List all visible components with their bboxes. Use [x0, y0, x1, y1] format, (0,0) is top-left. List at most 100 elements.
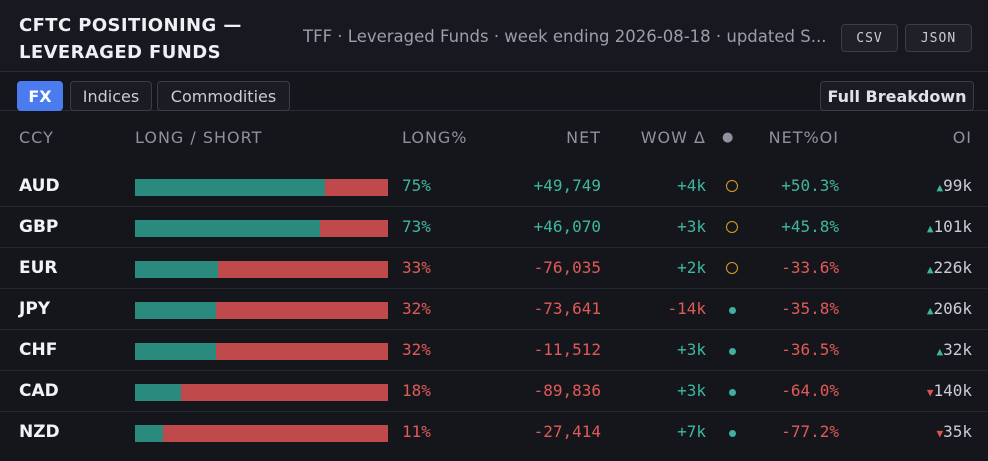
full-breakdown-button[interactable]: Full Breakdown [820, 81, 974, 111]
net-position: -73,641 [533, 299, 601, 318]
col-header-marker[interactable]: ● [722, 130, 735, 145]
col-header-wow[interactable]: WOW Δ [640, 128, 706, 147]
long-bar-fill [135, 384, 181, 401]
open-interest-value: 35k [943, 422, 972, 441]
week-over-week-change: -14k [667, 299, 706, 318]
col-header-long-short[interactable]: LONG / SHORT [135, 128, 263, 147]
page-title-line1: CFTC POSITIONING — [19, 15, 242, 36]
currency-code: CAD [19, 381, 59, 401]
net-percent-oi: -77.2% [781, 422, 839, 441]
net-position: -76,035 [533, 258, 601, 277]
col-header-net[interactable]: NET [566, 128, 601, 147]
json-export-button[interactable]: JSON [905, 24, 972, 52]
triangle-up-icon: ▲ [926, 263, 934, 276]
table-row[interactable]: AUD 75% +49,749 +4k +50.3% ▲99k [0, 166, 988, 207]
long-short-bar [135, 220, 388, 237]
long-short-bar [135, 343, 388, 360]
page-title: CFTC POSITIONING — LEVERAGED FUNDS [19, 12, 279, 66]
long-bar-fill [135, 179, 325, 196]
triangle-up-icon: ▲ [926, 304, 934, 317]
dot-marker-icon [729, 348, 736, 355]
ring-marker-icon [726, 262, 738, 274]
triangle-down-icon: ▼ [936, 427, 944, 440]
open-interest-value: 99k [943, 176, 972, 195]
ring-marker-icon [726, 221, 738, 233]
tab-fx[interactable]: FX [17, 81, 63, 111]
net-percent-oi: -33.6% [781, 258, 839, 277]
open-interest: ▼35k [860, 422, 972, 441]
week-over-week-change: +3k [677, 381, 706, 400]
long-short-bar [135, 179, 388, 196]
net-percent-oi: -35.8% [781, 299, 839, 318]
net-percent-oi: +50.3% [781, 176, 839, 195]
col-header-ccy[interactable]: CCY [19, 128, 54, 147]
open-interest: ▲99k [860, 176, 972, 195]
header-bar: CFTC POSITIONING — LEVERAGED FUNDS TFF ·… [0, 0, 988, 72]
week-over-week-change: +4k [677, 176, 706, 195]
currency-code: GBP [19, 217, 59, 237]
open-interest: ▲226k [860, 258, 972, 277]
triangle-down-icon: ▼ [926, 386, 934, 399]
table-row[interactable]: NZD 11% -27,414 +7k -77.2% ▼35k [0, 412, 988, 453]
open-interest-value: 206k [933, 299, 972, 318]
long-short-bar [135, 302, 388, 319]
open-interest-value: 226k [933, 258, 972, 277]
currency-code: JPY [19, 299, 51, 319]
ring-marker-icon [726, 180, 738, 192]
long-percent: 75% [402, 176, 431, 195]
long-percent: 33% [402, 258, 431, 277]
long-percent: 73% [402, 217, 431, 236]
currency-code: EUR [19, 258, 58, 278]
net-percent-oi: -64.0% [781, 381, 839, 400]
open-interest-value: 101k [933, 217, 972, 236]
category-tabs: FX Indices Commodities [0, 73, 988, 111]
col-header-long-pct[interactable]: LONG% [402, 128, 468, 147]
col-header-net-oi[interactable]: NET%OI [768, 128, 839, 147]
table-row[interactable]: CHF 32% -11,512 +3k -36.5% ▲32k [0, 330, 988, 371]
triangle-up-icon: ▲ [926, 222, 934, 235]
long-short-bar [135, 425, 388, 442]
week-over-week-change: +7k [677, 422, 706, 441]
long-percent: 32% [402, 299, 431, 318]
triangle-up-icon: ▲ [936, 345, 944, 358]
table-row[interactable]: EUR 33% -76,035 +2k -33.6% ▲226k [0, 248, 988, 289]
col-header-oi[interactable]: OI [952, 128, 972, 147]
week-over-week-change: +3k [677, 217, 706, 236]
long-percent: 18% [402, 381, 431, 400]
long-short-bar [135, 384, 388, 401]
open-interest-value: 32k [943, 340, 972, 359]
dot-marker-icon [729, 389, 736, 396]
report-subtitle: TFF · Leveraged Funds · week ending 2026… [303, 27, 827, 46]
long-bar-fill [135, 261, 218, 278]
table-row[interactable]: GBP 73% +46,070 +3k +45.8% ▲101k [0, 207, 988, 248]
tab-indices[interactable]: Indices [70, 81, 152, 111]
currency-code: AUD [19, 176, 60, 196]
net-position: -27,414 [533, 422, 601, 441]
net-position: +46,070 [533, 217, 601, 236]
net-percent-oi: +45.8% [781, 217, 839, 236]
long-bar-fill [135, 425, 163, 442]
triangle-up-icon: ▲ [936, 181, 944, 194]
csv-export-button[interactable]: CSV [841, 24, 898, 52]
open-interest-value: 140k [933, 381, 972, 400]
week-over-week-change: +2k [677, 258, 706, 277]
open-interest: ▲101k [860, 217, 972, 236]
table-row[interactable]: CAD 18% -89,836 +3k -64.0% ▼140k [0, 371, 988, 412]
open-interest: ▲206k [860, 299, 972, 318]
long-percent: 11% [402, 422, 431, 441]
table-row[interactable]: JPY 32% -73,641 -14k -35.8% ▲206k [0, 289, 988, 330]
dot-marker-icon [729, 307, 736, 314]
open-interest: ▲32k [860, 340, 972, 359]
dot-marker-icon [729, 430, 736, 437]
net-position: +49,749 [533, 176, 601, 195]
net-position: -89,836 [533, 381, 601, 400]
net-percent-oi: -36.5% [781, 340, 839, 359]
tab-commodities[interactable]: Commodities [157, 81, 290, 111]
long-bar-fill [135, 302, 216, 319]
week-over-week-change: +3k [677, 340, 706, 359]
long-percent: 32% [402, 340, 431, 359]
page-title-line2: LEVERAGED FUNDS [19, 42, 221, 63]
open-interest: ▼140k [860, 381, 972, 400]
net-position: -11,512 [533, 340, 601, 359]
long-bar-fill [135, 220, 320, 237]
